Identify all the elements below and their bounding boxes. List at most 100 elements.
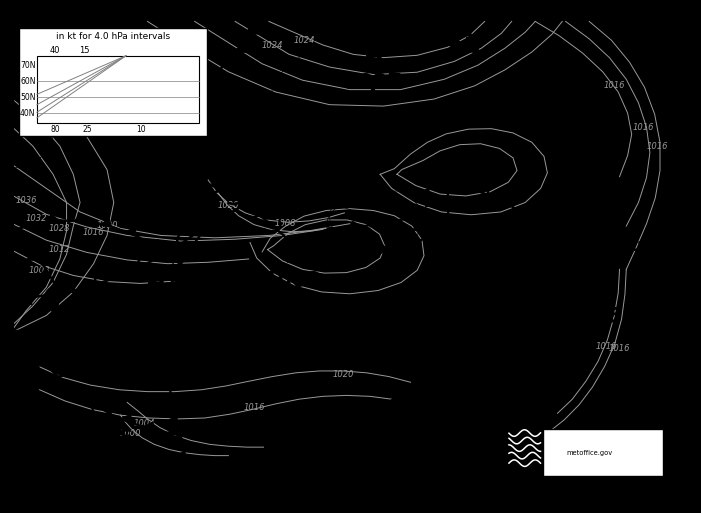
- Text: 1025: 1025: [126, 301, 184, 321]
- Text: 1008: 1008: [29, 266, 50, 275]
- Polygon shape: [168, 427, 178, 435]
- Polygon shape: [156, 363, 167, 371]
- Polygon shape: [30, 340, 42, 347]
- Text: 1032: 1032: [25, 214, 47, 224]
- Polygon shape: [193, 430, 204, 437]
- Text: 1004: 1004: [133, 419, 155, 428]
- Polygon shape: [158, 381, 170, 389]
- Polygon shape: [404, 239, 414, 247]
- Text: 1014: 1014: [147, 210, 205, 230]
- Text: 1003: 1003: [264, 271, 322, 291]
- Polygon shape: [154, 327, 164, 335]
- Text: L: L: [423, 188, 438, 212]
- Polygon shape: [249, 154, 261, 162]
- Text: in kt for 4.0 hPa intervals: in kt for 4.0 hPa intervals: [56, 32, 170, 42]
- Polygon shape: [236, 45, 247, 52]
- Polygon shape: [173, 258, 184, 265]
- Polygon shape: [208, 93, 219, 101]
- Polygon shape: [247, 28, 258, 35]
- Polygon shape: [402, 212, 414, 219]
- Polygon shape: [218, 214, 229, 222]
- Polygon shape: [147, 240, 158, 248]
- Polygon shape: [46, 287, 57, 294]
- Polygon shape: [329, 247, 340, 254]
- Polygon shape: [212, 76, 224, 83]
- Text: H: H: [364, 46, 383, 70]
- Polygon shape: [15, 354, 27, 362]
- Text: 1016: 1016: [646, 142, 668, 151]
- Polygon shape: [304, 244, 315, 252]
- Polygon shape: [367, 407, 378, 415]
- Polygon shape: [468, 45, 479, 53]
- Polygon shape: [534, 226, 546, 233]
- Polygon shape: [244, 430, 255, 438]
- Text: 1018: 1018: [213, 155, 271, 175]
- Text: 1016: 1016: [595, 342, 617, 350]
- Text: 1000: 1000: [120, 429, 142, 439]
- Polygon shape: [354, 247, 365, 254]
- Polygon shape: [435, 217, 447, 224]
- Polygon shape: [175, 451, 186, 459]
- Text: 70N: 70N: [20, 61, 36, 70]
- Polygon shape: [449, 177, 459, 185]
- Text: 1024: 1024: [261, 41, 283, 50]
- Text: 995: 995: [90, 429, 135, 449]
- Text: H: H: [146, 274, 165, 298]
- Text: 1020: 1020: [96, 221, 118, 230]
- Text: 1012: 1012: [49, 245, 71, 254]
- Polygon shape: [26, 253, 38, 261]
- Text: 15: 15: [79, 46, 89, 54]
- Polygon shape: [22, 220, 32, 228]
- Text: H: H: [584, 280, 604, 304]
- Text: 1016: 1016: [604, 82, 625, 90]
- Text: 1028: 1028: [49, 224, 71, 233]
- Text: metoffice.gov: metoffice.gov: [566, 450, 613, 456]
- Text: 80: 80: [51, 125, 60, 134]
- Text: H: H: [340, 407, 360, 431]
- Polygon shape: [158, 292, 170, 300]
- Text: 1027: 1027: [344, 72, 402, 92]
- Polygon shape: [41, 324, 53, 331]
- Polygon shape: [154, 345, 165, 353]
- Text: 1008: 1008: [275, 219, 297, 228]
- Polygon shape: [171, 434, 182, 442]
- Text: 1016: 1016: [243, 403, 265, 411]
- Polygon shape: [184, 242, 196, 249]
- Polygon shape: [545, 262, 557, 269]
- Polygon shape: [121, 415, 131, 423]
- Text: L: L: [168, 183, 184, 207]
- Polygon shape: [233, 140, 244, 148]
- Text: L: L: [105, 402, 120, 426]
- Polygon shape: [434, 183, 446, 190]
- Polygon shape: [343, 413, 354, 422]
- Polygon shape: [222, 60, 234, 67]
- Text: 60N: 60N: [20, 76, 36, 86]
- Text: 1016: 1016: [565, 307, 623, 327]
- Polygon shape: [257, 188, 268, 195]
- Polygon shape: [269, 428, 280, 436]
- Polygon shape: [218, 127, 230, 134]
- Polygon shape: [74, 214, 86, 221]
- Polygon shape: [239, 203, 250, 211]
- Polygon shape: [163, 399, 173, 406]
- Polygon shape: [264, 171, 274, 179]
- Polygon shape: [439, 200, 450, 207]
- Polygon shape: [426, 27, 438, 34]
- Polygon shape: [497, 195, 508, 203]
- Polygon shape: [125, 227, 135, 235]
- Bar: [37, 56, 199, 123]
- Text: 998: 998: [409, 214, 453, 234]
- Polygon shape: [531, 299, 542, 305]
- Polygon shape: [607, 244, 618, 251]
- Polygon shape: [319, 419, 330, 427]
- Text: 1020: 1020: [218, 201, 239, 210]
- Polygon shape: [413, 391, 423, 399]
- Text: 40: 40: [49, 46, 60, 54]
- Text: 10: 10: [137, 125, 147, 134]
- Polygon shape: [167, 417, 177, 424]
- Polygon shape: [301, 236, 311, 245]
- Polygon shape: [294, 424, 306, 432]
- Polygon shape: [39, 269, 50, 277]
- Polygon shape: [166, 255, 177, 262]
- Polygon shape: [47, 305, 57, 313]
